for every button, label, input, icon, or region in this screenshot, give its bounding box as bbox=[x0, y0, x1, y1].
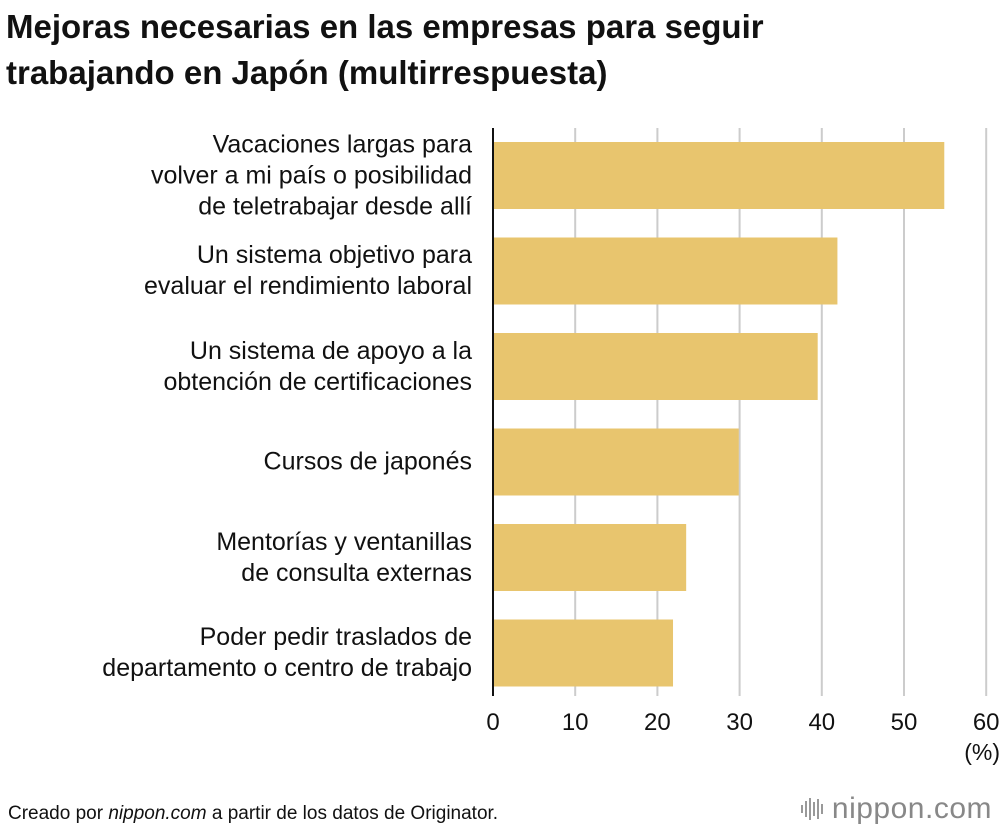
source-note: Creado por nippon.com a partir de los da… bbox=[8, 803, 499, 824]
bar bbox=[493, 428, 739, 496]
tick-label: 50 bbox=[890, 709, 918, 736]
category-label: Cursos de japonés bbox=[2, 447, 472, 478]
category-label-line: Cursos de japonés bbox=[263, 447, 472, 476]
nippon-logo-icon bbox=[800, 798, 823, 820]
category-label-line: Un sistema objetivo para bbox=[196, 241, 472, 269]
category-label: Vacaciones largas para volver a mi país o… bbox=[2, 129, 472, 222]
tick-label: 40 bbox=[808, 709, 836, 736]
title-line-1: Mejoras necesarias en las empresas para … bbox=[6, 8, 764, 45]
category-label-line: evaluar el rendimiento laboral bbox=[144, 272, 472, 300]
bar bbox=[493, 237, 838, 305]
category-label: Mentorías y ventanillas de consulta exter… bbox=[2, 527, 472, 589]
bar bbox=[493, 524, 687, 591]
bar bbox=[493, 619, 674, 687]
tick-label: 30 bbox=[726, 709, 753, 736]
category-label-line: Un sistema de apoyo a la bbox=[189, 336, 472, 365]
source-name: nippon.com bbox=[108, 803, 207, 824]
category-label-line: obtención de certificaciones bbox=[163, 367, 472, 396]
tick-label: 60 bbox=[972, 709, 1000, 736]
tick-label: 0 bbox=[486, 709, 500, 736]
category-label-line: de consulta externas bbox=[241, 558, 472, 587]
title-line-2: trabajando en Japón (multirrespuesta) bbox=[6, 54, 608, 91]
category-label: Un sistema de apoyo a la obtención de cer… bbox=[2, 336, 472, 398]
category-label-line: Poder pedir traslados de bbox=[199, 623, 472, 651]
logo-text: nippon.com bbox=[831, 792, 992, 825]
chart-title: Mejoras necesarias en las empresas para … bbox=[6, 4, 986, 96]
category-label-line: Mentorías y ventanillas bbox=[216, 527, 472, 556]
category-label-line: departamento o centro de trabajo bbox=[102, 654, 472, 682]
bar bbox=[493, 142, 945, 209]
category-label-line: de teletrabajar desde allí bbox=[198, 192, 472, 220]
category-label: Poder pedir traslados de departamento o c… bbox=[2, 622, 472, 684]
x-axis-unit-label: (%) bbox=[964, 739, 1000, 765]
tick-label: 20 bbox=[644, 709, 671, 736]
category-label: Un sistema objetivo para evaluar el rendi… bbox=[2, 240, 472, 302]
bar bbox=[493, 333, 818, 400]
category-label-line: Vacaciones largas para bbox=[212, 130, 472, 158]
tick-label: 10 bbox=[561, 709, 589, 736]
category-label-line: volver a mi país o posibilidad bbox=[151, 161, 472, 189]
nippon-logo[interactable]: nippon.com bbox=[800, 792, 992, 826]
